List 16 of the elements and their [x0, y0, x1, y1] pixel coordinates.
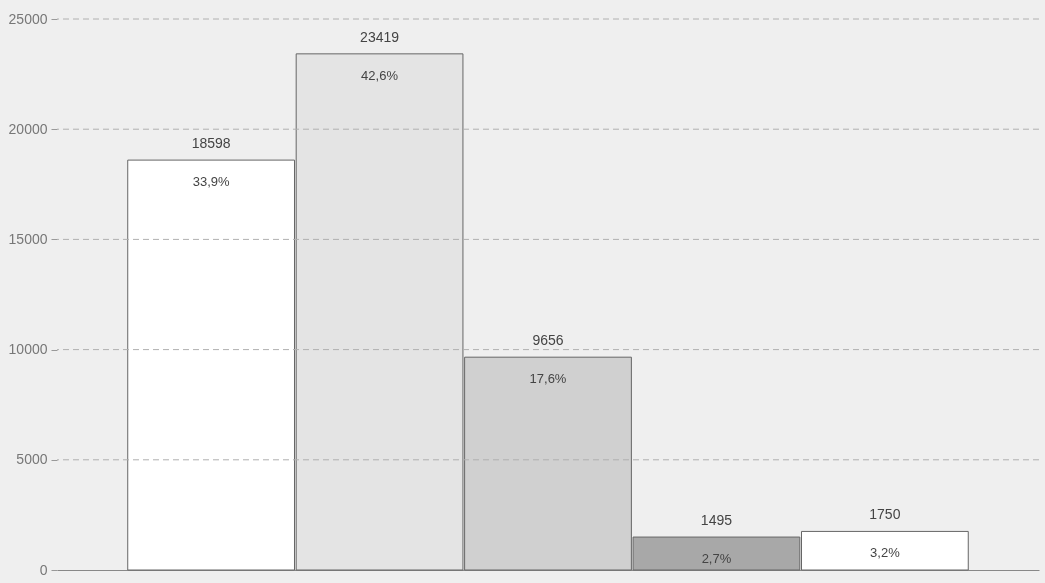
annotation: 42,6%	[361, 67, 399, 83]
data-label: 1750	[869, 506, 901, 523]
y-tick-label: 0	[39, 561, 48, 578]
y-tick-label: 20000	[8, 120, 48, 137]
annotation: 3,2%	[870, 545, 901, 561]
annotation: 2,7%	[701, 551, 732, 567]
data-label: 18598	[191, 135, 231, 152]
annotation: 33,9%	[192, 174, 230, 190]
annotation: 17,6%	[529, 371, 567, 387]
y-tick-label: 5000	[16, 451, 48, 468]
data-label: 23419	[360, 28, 400, 45]
y-tick-label: 25000	[8, 10, 48, 27]
data-label: 9656	[532, 332, 564, 349]
data-label: 1495	[700, 512, 733, 529]
y-tick-label: 15000	[8, 230, 48, 247]
y-tick-label: 10000	[8, 341, 48, 358]
